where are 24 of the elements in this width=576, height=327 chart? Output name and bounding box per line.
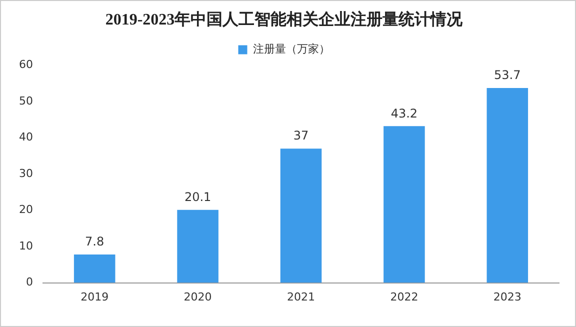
data-label: 7.8 [85,234,104,249]
bar [74,254,116,283]
y-tick-label: 40 [18,130,33,144]
bar [280,148,322,283]
y-tick-label: 0 [26,276,33,289]
x-tick-label: 2023 [493,290,522,304]
x-tick-label: 2022 [390,290,418,304]
y-tick-label: 20 [18,203,33,216]
y-tick-label: 30 [18,166,33,180]
x-tick-label: 2019 [80,290,109,304]
data-label: 53.7 [494,68,521,82]
legend-label: 注册量（万家） [252,42,330,56]
y-tick-label: 50 [18,94,33,108]
x-tick-label: 2020 [184,290,212,304]
data-label: 37 [293,128,309,143]
bar [177,210,218,283]
data-label: 20.1 [184,190,212,204]
x-tick-label: 2021 [287,290,315,304]
data-label: 43.2 [390,106,418,120]
y-tick-label: 10 [18,239,33,252]
bar [384,126,425,283]
y-tick-label: 60 [18,58,33,72]
chart-title: 2019-2023年中国人工智能相关企业注册量统计情况 [105,10,464,29]
bar [486,88,528,283]
